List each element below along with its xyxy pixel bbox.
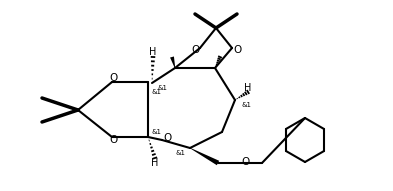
Text: O: O xyxy=(242,157,250,167)
Text: &1: &1 xyxy=(151,89,161,95)
Text: &1: &1 xyxy=(151,129,161,135)
Polygon shape xyxy=(190,148,219,165)
Text: O: O xyxy=(110,73,118,83)
Text: H: H xyxy=(149,47,157,57)
Text: O: O xyxy=(191,45,199,55)
Text: &1: &1 xyxy=(157,85,167,91)
Text: &1: &1 xyxy=(242,102,252,108)
Text: H: H xyxy=(244,83,252,93)
Text: &1: &1 xyxy=(175,150,185,156)
Text: O: O xyxy=(233,45,241,55)
Text: H: H xyxy=(151,158,159,168)
Text: O: O xyxy=(163,133,171,143)
Text: O: O xyxy=(110,135,118,145)
Polygon shape xyxy=(170,57,175,68)
